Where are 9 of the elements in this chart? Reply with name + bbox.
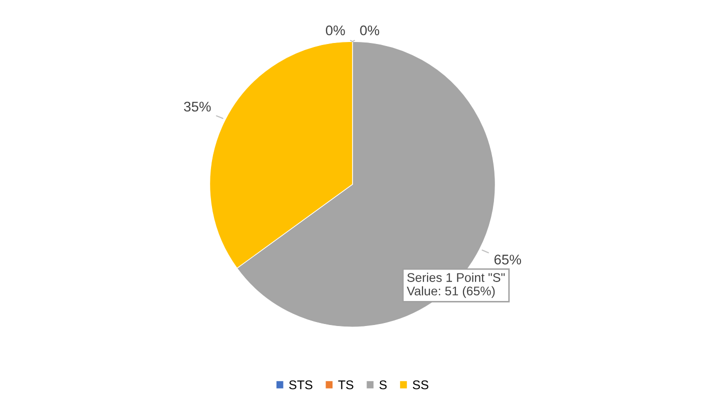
legend-label: SS xyxy=(412,380,428,390)
data-label: 65% xyxy=(494,254,522,264)
text: 0% xyxy=(326,25,345,36)
legend-label: S xyxy=(379,380,387,390)
text: Series 1 Point "S" Value: 51 (65%) xyxy=(406,272,505,298)
text: 0% xyxy=(360,25,380,36)
data-label: 35% xyxy=(184,102,211,112)
legend-label: STS xyxy=(289,380,312,390)
legend-label: TS xyxy=(338,380,354,390)
